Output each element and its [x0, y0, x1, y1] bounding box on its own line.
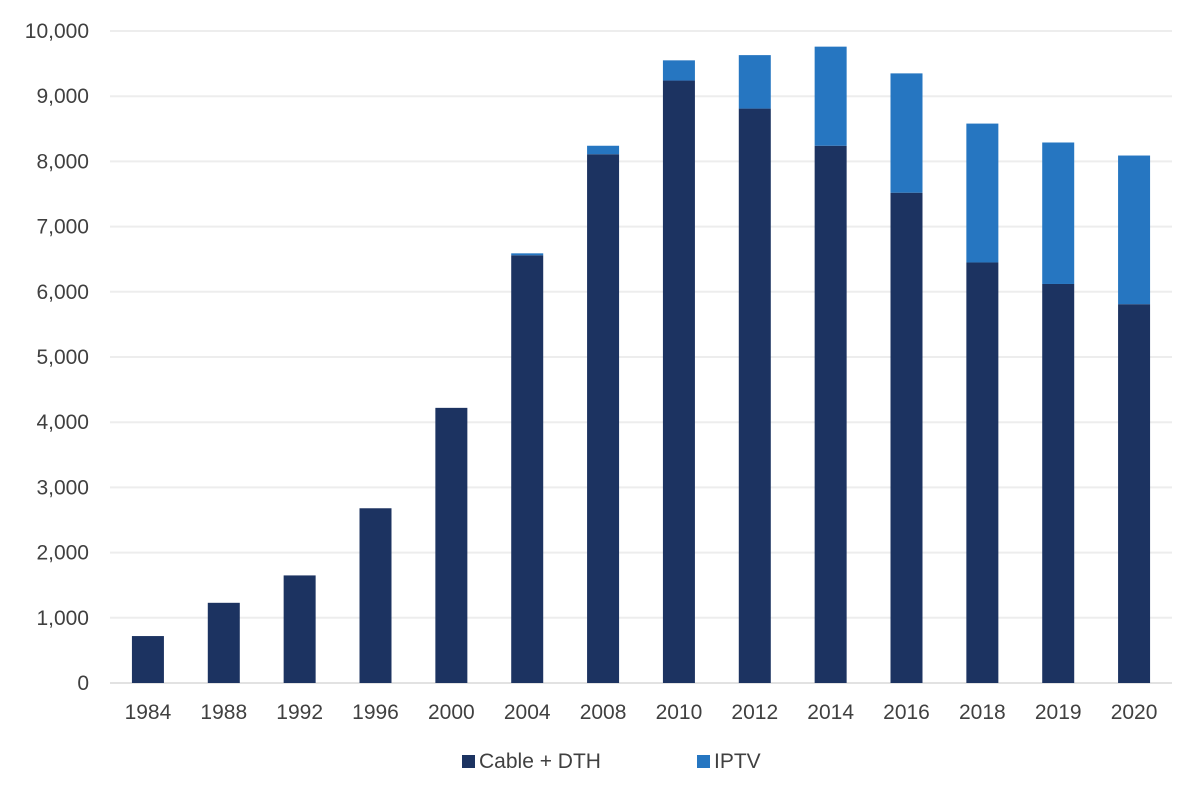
- y-tick-label: 4,000: [36, 411, 89, 434]
- x-tick-label: 2008: [580, 701, 627, 724]
- bar-iptv-2018: [966, 123, 999, 263]
- x-tick-label: 2020: [1111, 701, 1158, 724]
- bar-iptv-2010: [662, 60, 695, 81]
- x-tick-label: 2014: [807, 701, 854, 724]
- bar-iptv-2014: [814, 46, 847, 146]
- x-tick-label: 2012: [731, 701, 778, 724]
- bar-cable-dth-2020: [1118, 304, 1151, 683]
- gridlines: [110, 30, 1172, 684]
- bar-iptv-2019: [1042, 142, 1075, 284]
- y-tick-label: 8,000: [36, 150, 89, 173]
- y-tick-label: 7,000: [36, 216, 89, 239]
- bar-cable-dth-2000: [435, 407, 468, 683]
- y-tick-label: 2,000: [36, 542, 89, 565]
- bar-cable-dth-2016: [890, 192, 923, 684]
- y-tick-label: 5,000: [36, 346, 89, 369]
- bar-cable-dth-1984: [131, 636, 164, 683]
- x-tick-label: 1992: [276, 701, 323, 724]
- x-tick-label: 2018: [959, 701, 1006, 724]
- bar-cable-dth-1996: [359, 508, 392, 683]
- bar-cable-dth-1988: [207, 602, 240, 683]
- bar-iptv-2008: [587, 145, 620, 155]
- x-tick-label: 2000: [428, 701, 475, 724]
- bar-cable-dth-2014: [814, 145, 847, 683]
- y-tick-label: 10,000: [25, 20, 89, 43]
- legend-label: IPTV: [714, 750, 761, 773]
- x-tick-label: 2016: [883, 701, 930, 724]
- bar-iptv-2004: [511, 253, 544, 256]
- legend: Cable + DTH IPTV: [462, 750, 761, 773]
- y-tick-label: 9,000: [36, 85, 89, 108]
- bar-cable-dth-2018: [966, 262, 999, 683]
- bar-cable-dth-1992: [283, 575, 316, 683]
- bar-iptv-2012: [738, 55, 771, 109]
- x-tick-label: 2019: [1035, 701, 1082, 724]
- legend-swatch: [697, 755, 710, 768]
- x-axis: 1984 1988 1992 1996 2000 2004 2008 2010 2012 2014…: [125, 701, 1158, 724]
- y-tick-label: 6,000: [36, 281, 89, 304]
- y-tick-label: 1,000: [36, 607, 89, 630]
- legend-swatch: [462, 755, 475, 768]
- bar-iptv-2016: [890, 73, 923, 193]
- y-tick-label: 3,000: [36, 476, 89, 499]
- bar-cable-dth-2012: [738, 108, 771, 683]
- x-tick-label: 1988: [200, 701, 247, 724]
- x-tick-label: 2004: [504, 701, 551, 724]
- y-axis: 0 1,000 2,000 3,000 4,000 5,000 6,000 7,000 8,00…: [25, 20, 89, 695]
- bars: [131, 46, 1151, 684]
- x-tick-label: 1984: [125, 701, 172, 724]
- x-tick-label: 1996: [352, 701, 399, 724]
- x-tick-label: 2010: [656, 701, 703, 724]
- bar-cable-dth-2010: [662, 80, 695, 683]
- bar-iptv-2020: [1118, 155, 1151, 305]
- legend-label: Cable + DTH: [479, 750, 601, 773]
- bar-cable-dth-2008: [587, 154, 620, 683]
- bar-cable-dth-2019: [1042, 283, 1075, 683]
- bar-cable-dth-2004: [511, 255, 544, 683]
- y-tick-label: 0: [77, 672, 89, 695]
